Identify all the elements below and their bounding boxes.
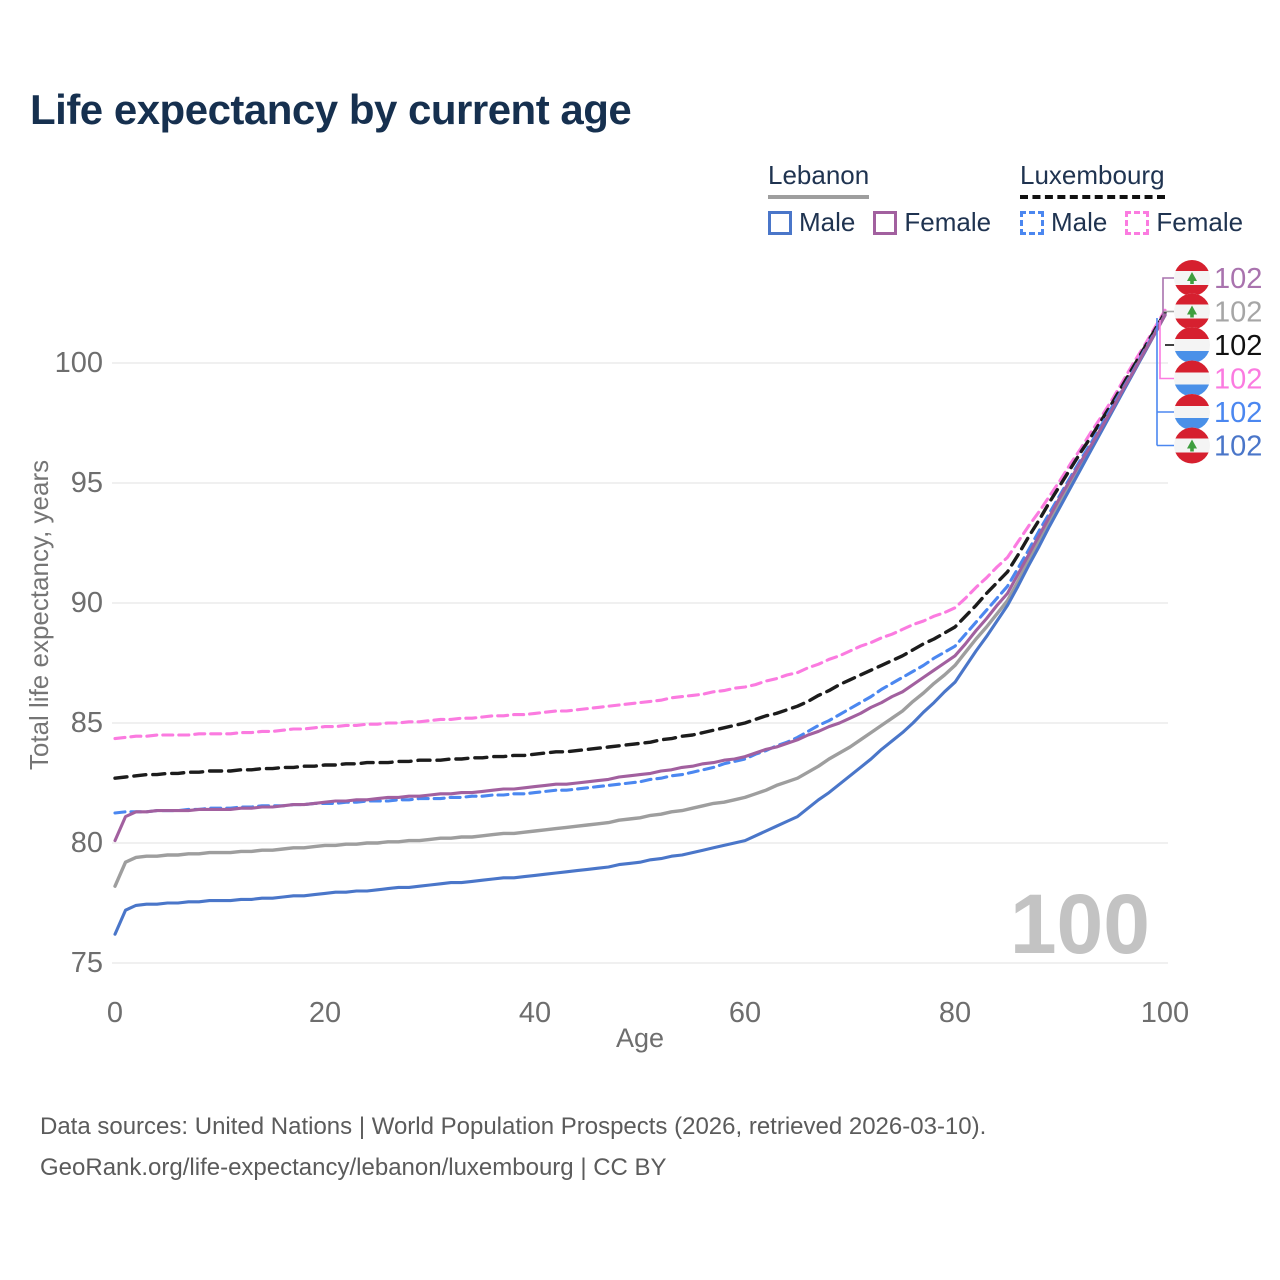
series-line-lebanon-male: [113, 313, 1167, 936]
series-line-lebanon-both: [113, 313, 1167, 888]
series-line-luxembourg-male: [113, 313, 1167, 815]
y-tick-label: 95: [71, 467, 103, 499]
legend-label: Male: [1051, 207, 1108, 237]
luxembourg-male-swatch-icon: [1020, 210, 1044, 235]
chart-footer: Data sources: United Nations | World Pop…: [40, 1106, 1220, 1188]
end-value-label: 102: [1214, 263, 1262, 295]
legend-group-luxembourg: Luxembourg Male Female: [1020, 160, 1243, 238]
legend-group-title-luxembourg[interactable]: Luxembourg: [1020, 160, 1165, 199]
legend-label: Male: [799, 207, 856, 237]
data-sources-text: Data sources: United Nations | World Pop…: [40, 1113, 987, 1140]
attribution-text: GeoRank.org/life-expectancy/lebanon/luxe…: [40, 1154, 667, 1181]
life-expectancy-line-chart: 75 80 85 90 95 100 0 20 40 60 80 100 Age Total life e…: [24, 260, 1262, 1053]
legend-item-lebanon-female[interactable]: Female: [873, 207, 991, 238]
lebanon-flag-icon: [1174, 427, 1210, 464]
x-tick-label: 60: [729, 997, 761, 1029]
y-tick-label: 90: [71, 587, 103, 619]
label-leader-line: [1159, 320, 1174, 380]
x-tick-label: 100: [1141, 997, 1189, 1029]
luxembourg-flag-icon: [1174, 394, 1210, 430]
x-tick-label: 40: [519, 997, 551, 1029]
lebanon-flag-icon: [1174, 293, 1210, 330]
age-counter-watermark: 100: [1010, 877, 1150, 971]
label-leader-line: [1156, 318, 1174, 447]
y-tick-label: 100: [55, 347, 103, 379]
end-value-label: 102: [1214, 431, 1262, 463]
x-tick-label: 20: [309, 997, 341, 1029]
x-tick-label: 0: [107, 997, 123, 1029]
end-value-label: 102: [1214, 330, 1262, 362]
x-tick-label: 80: [939, 997, 971, 1029]
legend-label: Female: [1156, 207, 1244, 237]
legend-group-lebanon: Lebanon Male Female: [768, 160, 991, 238]
end-value-label: 102: [1214, 364, 1262, 396]
lebanon-female-swatch-icon: [873, 210, 898, 235]
legend-item-luxembourg-female[interactable]: Female: [1125, 207, 1243, 238]
label-leader-line: [1162, 277, 1174, 316]
luxembourg-flag-icon: [1174, 360, 1210, 397]
legend-item-lebanon-male[interactable]: Male: [768, 207, 855, 238]
series-line-luxembourg-female: [113, 308, 1167, 741]
lebanon-male-swatch-icon: [768, 210, 792, 235]
y-tick-label: 85: [71, 707, 103, 739]
y-tick-label: 75: [71, 947, 103, 979]
x-axis-title: Age: [616, 1023, 664, 1053]
legend-label: Female: [904, 207, 992, 237]
luxembourg-female-swatch-icon: [1125, 210, 1150, 235]
end-value-label: 102: [1214, 297, 1262, 329]
y-axis-title: Total life expectancy, years: [24, 460, 54, 770]
end-value-label: 102: [1214, 397, 1262, 429]
lebanon-flag-icon: [1174, 260, 1210, 296]
luxembourg-flag-icon: [1174, 327, 1210, 363]
legend-group-title-lebanon[interactable]: Lebanon: [768, 160, 870, 199]
series-line-luxembourg-both: [113, 310, 1167, 780]
page-title: Life expectancy by current age: [30, 86, 632, 133]
series-line-lebanon-female: [113, 313, 1167, 843]
legend-item-luxembourg-male[interactable]: Male: [1020, 207, 1107, 238]
y-tick-label: 80: [71, 827, 103, 859]
